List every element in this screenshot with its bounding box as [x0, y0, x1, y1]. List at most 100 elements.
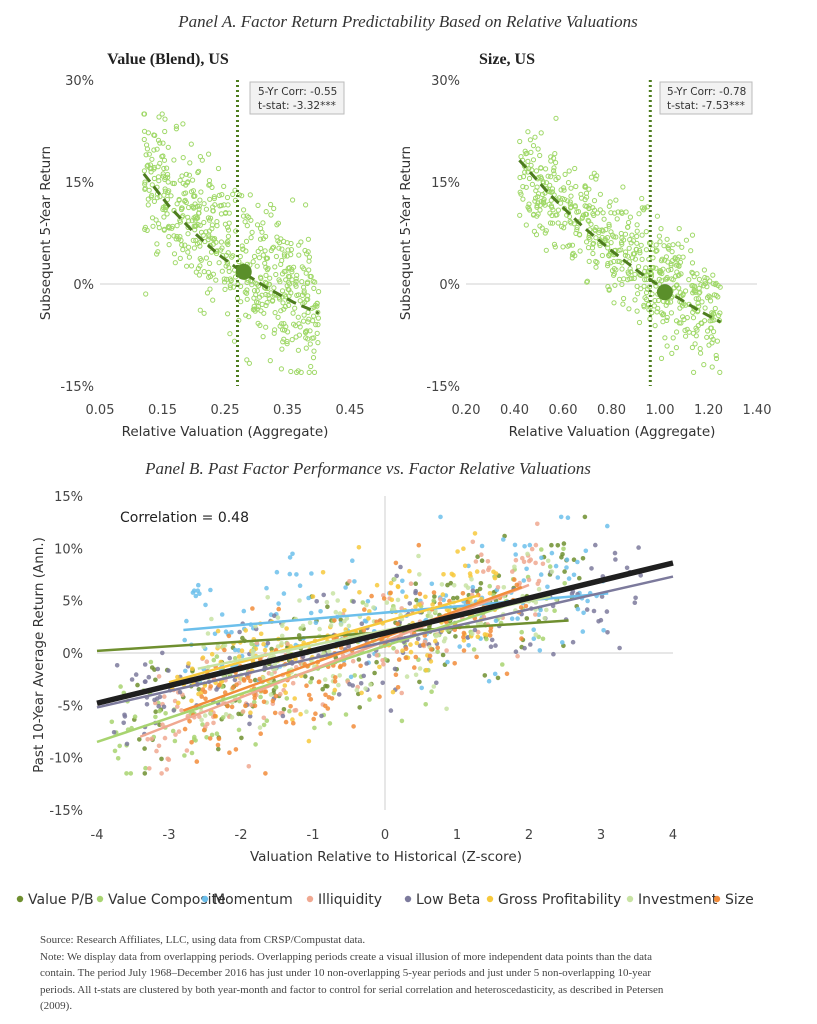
scatter-point: [305, 319, 311, 325]
scatter-point: [268, 212, 274, 218]
scatter-point: [551, 171, 557, 177]
scatter-point: [463, 583, 469, 588]
scatter-point: [582, 184, 588, 190]
legend-marker: [713, 895, 721, 903]
scatter-point: [176, 729, 182, 734]
scatter-point: [262, 689, 268, 695]
scatter-point: [196, 582, 201, 588]
scatter-point: [172, 260, 178, 266]
scatter-point: [311, 369, 318, 375]
scatter-point: [281, 591, 287, 596]
scatter-point: [510, 569, 515, 574]
scatter-point: [626, 306, 632, 312]
scatter-point: [263, 324, 269, 330]
scatter-point: [201, 201, 207, 207]
scatter-point: [144, 227, 150, 233]
scatter-point: [250, 652, 255, 657]
scatter-point: [417, 666, 423, 671]
legend-marker: [404, 895, 412, 903]
scatter-point: [151, 164, 157, 171]
scatter-point: [322, 677, 328, 682]
scatter-point: [606, 286, 612, 292]
scatter-point: [429, 689, 434, 694]
scatter-point: [141, 136, 147, 143]
scatter-point: [413, 581, 419, 586]
scatter-point: [620, 184, 626, 190]
scatter-point: [664, 314, 670, 321]
scatter-point: [255, 248, 261, 254]
scatter-point: [654, 309, 660, 315]
scatter-point: [538, 130, 544, 136]
legend-marker: [201, 895, 209, 903]
scatter-point: [643, 265, 649, 271]
scatter-point: [617, 645, 622, 651]
scatter-point: [225, 233, 231, 239]
scatter-point: [146, 151, 152, 157]
scatter-point: [509, 616, 515, 621]
scatter-point: [184, 748, 190, 753]
scatter-point: [520, 555, 525, 561]
scatter-point: [313, 711, 318, 716]
scatter-point: [551, 168, 557, 174]
scatter-point: [683, 333, 689, 339]
scatter-point: [124, 771, 129, 776]
scatter-point: [630, 238, 637, 244]
scatter-point: [268, 201, 274, 208]
scatter-point: [469, 631, 475, 636]
scatter-point: [269, 298, 276, 304]
scatter-point: [568, 185, 574, 191]
scatter-point: [652, 298, 658, 304]
scatter-point: [350, 683, 356, 688]
scatter-point: [153, 677, 158, 683]
scatter-point: [161, 165, 167, 172]
scatter-point: [256, 255, 262, 261]
scatter-point: [237, 629, 242, 635]
scatter-point: [545, 173, 551, 179]
scatter-point: [203, 206, 209, 212]
scatter-point: [549, 542, 554, 548]
scatter-point: [219, 612, 225, 617]
scatter-point: [495, 675, 501, 681]
scatter-point: [606, 203, 612, 209]
scatter-point: [277, 279, 283, 285]
scatter-point: [531, 636, 537, 641]
scatter-point: [315, 340, 321, 346]
scatter-point: [606, 223, 612, 229]
scatter-point: [357, 705, 363, 710]
scatter-point: [264, 585, 269, 591]
scatter-point: [305, 279, 311, 285]
scatter-point: [198, 229, 205, 235]
scatter-point: [255, 202, 261, 208]
scatter-point: [513, 557, 519, 563]
scatter-point: [567, 201, 573, 207]
scatter-point: [621, 237, 627, 243]
scatter-point: [244, 357, 250, 363]
scatter-point: [152, 132, 158, 138]
scatter-point: [272, 710, 278, 716]
scatter-point: [273, 693, 279, 699]
scatter-point: [664, 274, 670, 281]
scatter-point: [212, 713, 218, 719]
scatter-point: [633, 595, 638, 601]
scatter-point: [512, 577, 517, 582]
scatter-point: [271, 330, 277, 336]
scatter-point: [261, 675, 266, 681]
scatter-point: [173, 236, 179, 242]
scatter-point: [710, 272, 716, 278]
scatter-point: [222, 221, 228, 227]
scatter-point: [535, 521, 540, 527]
scatter-point: [293, 707, 299, 713]
scatter-point: [524, 566, 529, 572]
size-corr-label: 5-Yr Corr: -0.78: [667, 86, 746, 98]
scatter-point: [171, 708, 177, 713]
scatter-point: [229, 254, 235, 260]
scatter-point: [556, 195, 562, 201]
scatter-point: [144, 142, 150, 148]
scatter-point: [392, 666, 398, 672]
scatter-point: [286, 302, 292, 308]
scatter-point: [291, 720, 296, 726]
scatter-point: [227, 331, 233, 337]
scatter-point: [229, 704, 235, 710]
scatter-point: [258, 694, 263, 700]
